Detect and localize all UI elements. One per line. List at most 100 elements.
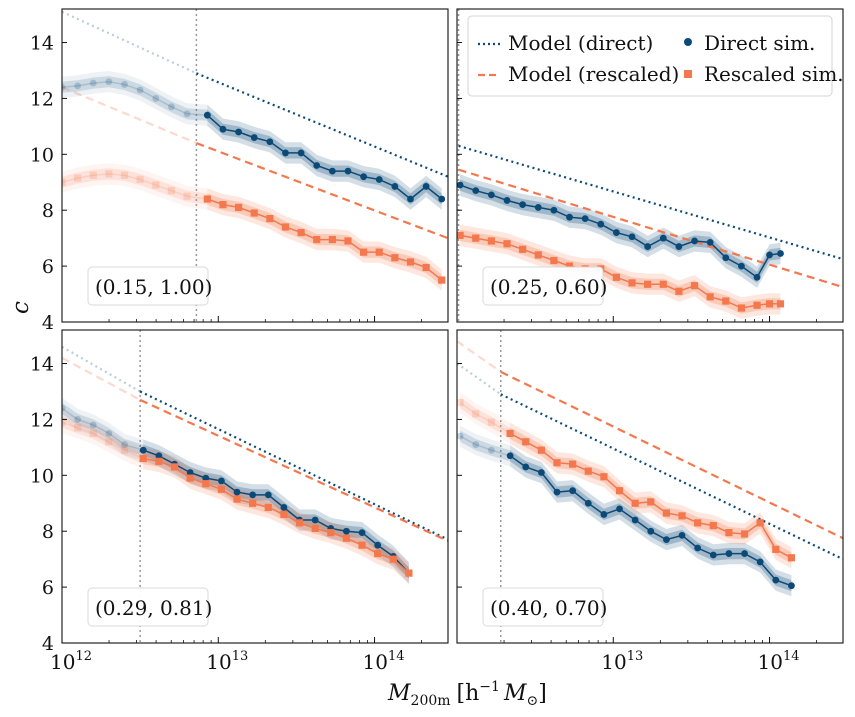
panel-annotation-box xyxy=(87,266,209,306)
direct-sim-point xyxy=(218,477,225,485)
direct-sim-point xyxy=(407,195,414,203)
panel-frame xyxy=(61,329,449,644)
panel-plot-area xyxy=(457,330,843,643)
direct-sim-point xyxy=(741,550,748,557)
model-direct-line-faded xyxy=(62,345,141,393)
direct-sim-point xyxy=(584,499,592,507)
rescaled-sim-point xyxy=(709,522,717,530)
y-tick-label: 14 xyxy=(30,33,54,55)
direct-sim-point xyxy=(550,206,558,214)
x-tick-label: 1013 xyxy=(601,649,643,674)
direct-sim-point xyxy=(581,215,589,222)
rescaled-sim-point xyxy=(136,175,144,184)
rescaled-sim-point xyxy=(662,509,671,517)
direct-sim-line-faded xyxy=(62,80,208,116)
direct-sim-point xyxy=(569,487,577,495)
direct-sim-point xyxy=(203,111,211,119)
x-tick-base: 10 xyxy=(50,650,75,674)
rescaled-sim-point xyxy=(327,529,335,537)
direct-sim-band xyxy=(62,397,144,461)
direct-sim-point xyxy=(694,544,702,552)
y-tick-label: 4 xyxy=(42,312,54,334)
rescaled-sim-point xyxy=(678,512,686,520)
panel-annotation-text: (0.15, 1.00) xyxy=(95,275,212,299)
direct-sim-point xyxy=(136,86,144,94)
direct-sim-point xyxy=(155,452,163,460)
panel-annotation-text: (0.25, 0.60) xyxy=(490,275,607,299)
x-tick-exp: 12 xyxy=(75,649,92,664)
direct-sim-point xyxy=(678,532,686,539)
direct-sim-band xyxy=(207,104,442,210)
direct-sim-point xyxy=(766,251,773,259)
direct-sim-point xyxy=(233,488,241,496)
rescaled-sim-point xyxy=(280,510,288,519)
x-axis-label-units-sun: ⊙ xyxy=(526,693,538,709)
direct-sim-point xyxy=(600,511,608,518)
x-tick-label: 1014 xyxy=(363,649,405,674)
x-tick-base: 10 xyxy=(758,650,783,674)
rescaled-sim-point xyxy=(105,170,113,178)
legend-label-direct-sim: Direct sim. xyxy=(704,31,815,55)
direct-sim-point xyxy=(297,149,305,157)
rescaled-sim-point xyxy=(342,534,351,542)
x-axis-label: M200m [h−1 M⊙] xyxy=(387,679,547,709)
direct-sim-point xyxy=(374,541,382,549)
rescaled-sim-band xyxy=(460,229,781,314)
rescaled-sim-point xyxy=(202,480,210,488)
model-direct-line xyxy=(139,390,448,541)
x-tick-exp: 13 xyxy=(232,649,249,664)
y-tick-label: 10 xyxy=(30,465,54,487)
rescaled-sim-point xyxy=(457,231,464,239)
x-axis-label-sub: 200m xyxy=(411,693,451,709)
direct-sim-point xyxy=(250,134,258,141)
direct-sim-line xyxy=(459,184,781,279)
direct-sim-line-faded xyxy=(62,407,144,451)
panel-annotation-box xyxy=(482,266,604,306)
rescaled-sim-point xyxy=(183,192,191,200)
rescaled-sim-point xyxy=(740,530,749,538)
rescaled-sim-point xyxy=(776,300,785,308)
direct-sim-band xyxy=(460,425,511,467)
rescaled-sim-point xyxy=(74,424,82,432)
rescaled-sim-point xyxy=(62,418,66,426)
direct-sim-point xyxy=(264,491,272,499)
rescaled-sim-point xyxy=(374,549,382,558)
rescaled-sim-point xyxy=(266,214,274,223)
rescaled-sim-point xyxy=(737,304,746,312)
x-axis-label-units-m: M xyxy=(503,681,527,706)
direct-sim-point xyxy=(311,516,319,524)
rescaled-sim-line xyxy=(459,234,781,309)
rescaled-sim-point xyxy=(628,279,636,287)
rescaled-sim-point xyxy=(217,485,226,493)
rescaled-sim-point xyxy=(553,459,561,467)
x-tick-label: 1013 xyxy=(206,649,248,674)
rescaled-sim-point xyxy=(405,569,413,577)
rescaled-sim-point xyxy=(534,251,542,259)
panel-annotation-box xyxy=(87,587,209,627)
rescaled-sim-point xyxy=(725,529,733,537)
direct-sim-point xyxy=(62,404,66,412)
direct-sim-band xyxy=(460,430,511,462)
rescaled-sim-point xyxy=(167,187,175,195)
rescaled-sim-point xyxy=(281,223,290,231)
rescaled-sim-point xyxy=(74,174,82,182)
direct-sim-line xyxy=(206,114,443,200)
direct-sim-point xyxy=(152,95,160,102)
rescaled-sim-point xyxy=(344,237,352,245)
x-axis-label-units: [h xyxy=(457,681,480,706)
rescaled-sim-point xyxy=(152,181,160,189)
direct-sim-point xyxy=(89,421,97,429)
rescaled-sim-band xyxy=(460,224,781,319)
direct-sim-point xyxy=(506,452,514,460)
rescaled-sim-point xyxy=(311,524,319,533)
direct-sim-band xyxy=(510,450,792,592)
direct-sim-point xyxy=(537,469,545,476)
y-tick-label: 14 xyxy=(30,354,54,376)
y-tick-label: 6 xyxy=(42,577,54,599)
panel-plot-area xyxy=(62,9,448,322)
rescaled-sim-point xyxy=(787,554,796,562)
rescaled-sim-point xyxy=(438,276,446,284)
direct-sim-point xyxy=(777,250,784,257)
rescaled-sim-point xyxy=(264,503,272,512)
model-direct-line-faded xyxy=(62,10,197,75)
